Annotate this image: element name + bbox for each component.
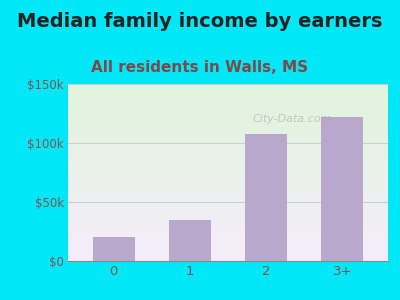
Bar bbox=[321, 117, 363, 261]
Bar bbox=[169, 220, 211, 261]
Text: City-Data.com: City-Data.com bbox=[252, 114, 332, 124]
Text: All residents in Walls, MS: All residents in Walls, MS bbox=[92, 60, 308, 75]
Bar bbox=[93, 237, 135, 261]
Bar bbox=[245, 134, 287, 261]
Text: Median family income by earners: Median family income by earners bbox=[17, 12, 383, 31]
